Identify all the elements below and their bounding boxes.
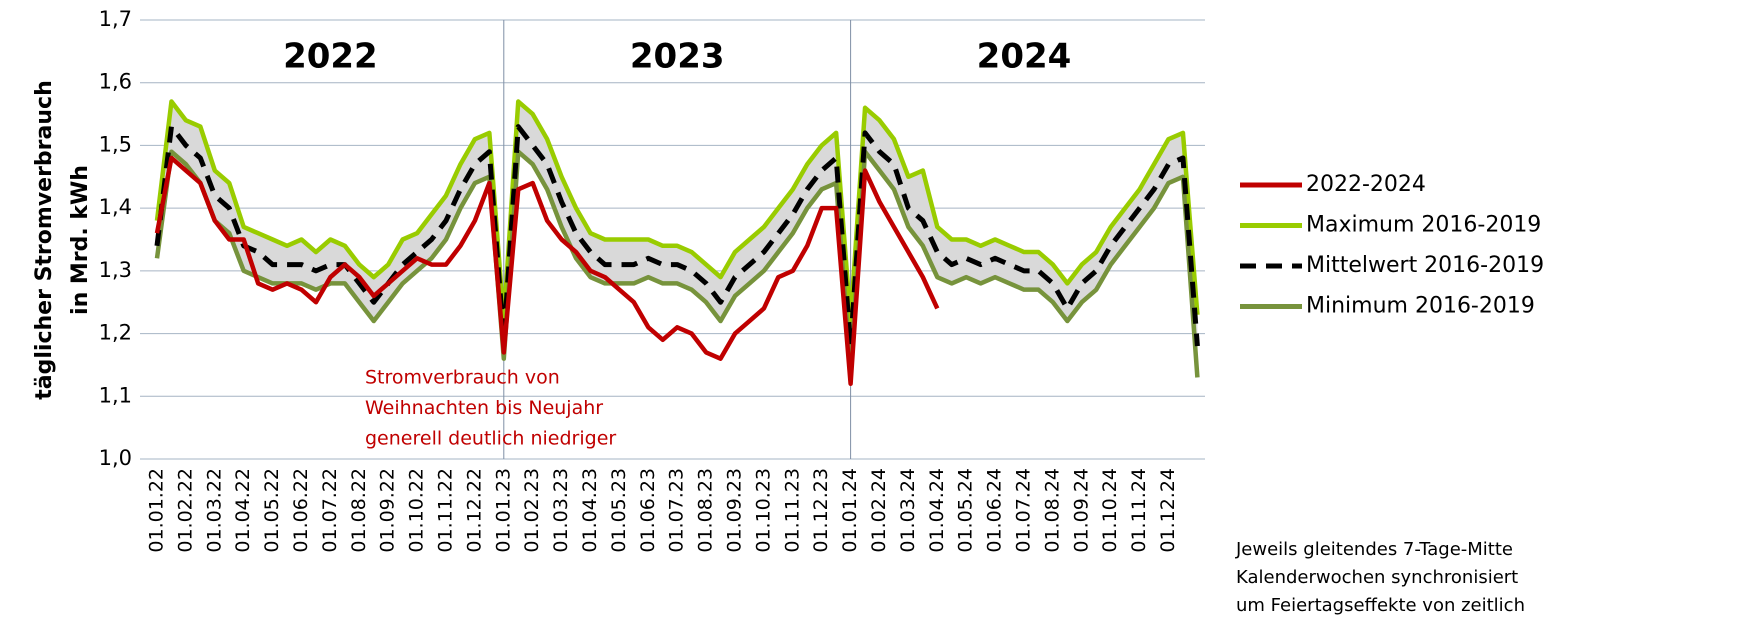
range-band — [157, 101, 1198, 378]
x-tick-label: 01.11.23 — [781, 468, 803, 553]
x-tick-label: 01.06.24 — [984, 468, 1006, 553]
x-tick-label: 01.07.24 — [1013, 468, 1035, 553]
x-tick-label: 01.05.24 — [955, 468, 977, 553]
x-tick-label: 01.09.24 — [1070, 468, 1092, 553]
x-tick-label: 01.06.23 — [637, 468, 659, 553]
annotation: Weihnachten bis Neujahr — [365, 397, 603, 419]
x-tick-label: 01.10.23 — [752, 468, 774, 553]
footnote: Kalenderwochen synchronisiert — [1236, 567, 1518, 588]
x-tick-label: 01.10.22 — [406, 468, 428, 553]
annotation: Stromverbrauch von — [365, 367, 560, 389]
y-axis-title: in Mrd. kWh — [68, 165, 93, 315]
y-tick-label: 1,5 — [99, 132, 132, 156]
x-tick-label: 01.03.23 — [550, 468, 572, 553]
x-tick-label: 01.11.24 — [1128, 468, 1150, 553]
x-tick-label: 01.09.22 — [377, 468, 399, 553]
series-line — [154, 124, 1200, 349]
x-tick-label: 01.05.23 — [608, 468, 630, 553]
x-tick-label: 01.12.23 — [810, 468, 832, 553]
x-tick-label: 01.02.24 — [868, 468, 890, 553]
y-tick-label: 1,1 — [99, 383, 132, 407]
y-tick-label: 1,6 — [99, 70, 132, 94]
footnote: um Feiertagseffekte von zeitlich — [1236, 595, 1525, 616]
series-line — [154, 155, 940, 386]
x-tick-label: 01.07.22 — [319, 468, 341, 553]
legend-label: 2022-2024 — [1306, 172, 1426, 197]
x-tick-label: 01.02.22 — [174, 468, 196, 553]
y-tick-label: 1,3 — [99, 258, 132, 282]
legend-label: Mittelwert 2016-2019 — [1306, 253, 1544, 278]
y-tick-label: 1,0 — [99, 446, 132, 470]
x-tick-label: 01.08.24 — [1041, 468, 1063, 553]
annotation: generell deutlich niedriger — [365, 428, 616, 450]
series-line — [154, 99, 1200, 324]
footnote: Jeweils gleitendes 7-Tage-Mitte — [1235, 539, 1513, 560]
x-tick-label: 01.10.24 — [1099, 468, 1121, 553]
year-label: 2023 — [630, 37, 725, 77]
x-tick-label: 01.02.23 — [521, 468, 543, 553]
x-tick-label: 01.11.22 — [435, 468, 457, 553]
year-label: 2024 — [977, 37, 1072, 77]
x-tick-label: 01.01.23 — [492, 468, 514, 553]
x-tick-label: 01.12.22 — [463, 468, 485, 553]
y-tick-label: 1,7 — [99, 7, 132, 31]
x-tick-label: 01.04.23 — [579, 468, 601, 553]
x-tick-label: 01.03.22 — [203, 468, 225, 553]
year-label: 2022 — [283, 37, 378, 77]
x-tick-label: 01.05.22 — [261, 468, 283, 553]
x-tick-label: 01.09.23 — [724, 468, 746, 553]
x-tick-label: 01.06.22 — [290, 468, 312, 553]
x-tick-label: 01.01.24 — [839, 468, 861, 553]
x-tick-label: 01.04.24 — [926, 468, 948, 553]
x-tick-label: 01.08.22 — [348, 468, 370, 553]
x-tick-label: 01.04.22 — [232, 468, 254, 553]
x-tick-label: 01.07.23 — [666, 468, 688, 553]
x-tick-label: 01.08.23 — [695, 468, 717, 553]
x-tick-label: 01.01.22 — [146, 468, 168, 553]
x-tick-label: 01.12.24 — [1157, 468, 1179, 553]
y-axis-title: täglicher Stromverbrauch — [32, 80, 57, 400]
y-tick-label: 1,2 — [99, 321, 132, 345]
y-tick-label: 1,4 — [99, 195, 132, 219]
x-tick-label: 01.03.24 — [897, 468, 919, 553]
legend-label: Maximum 2016-2019 — [1306, 213, 1541, 238]
legend-label: Minimum 2016-2019 — [1306, 294, 1535, 319]
series-line — [154, 149, 1200, 378]
